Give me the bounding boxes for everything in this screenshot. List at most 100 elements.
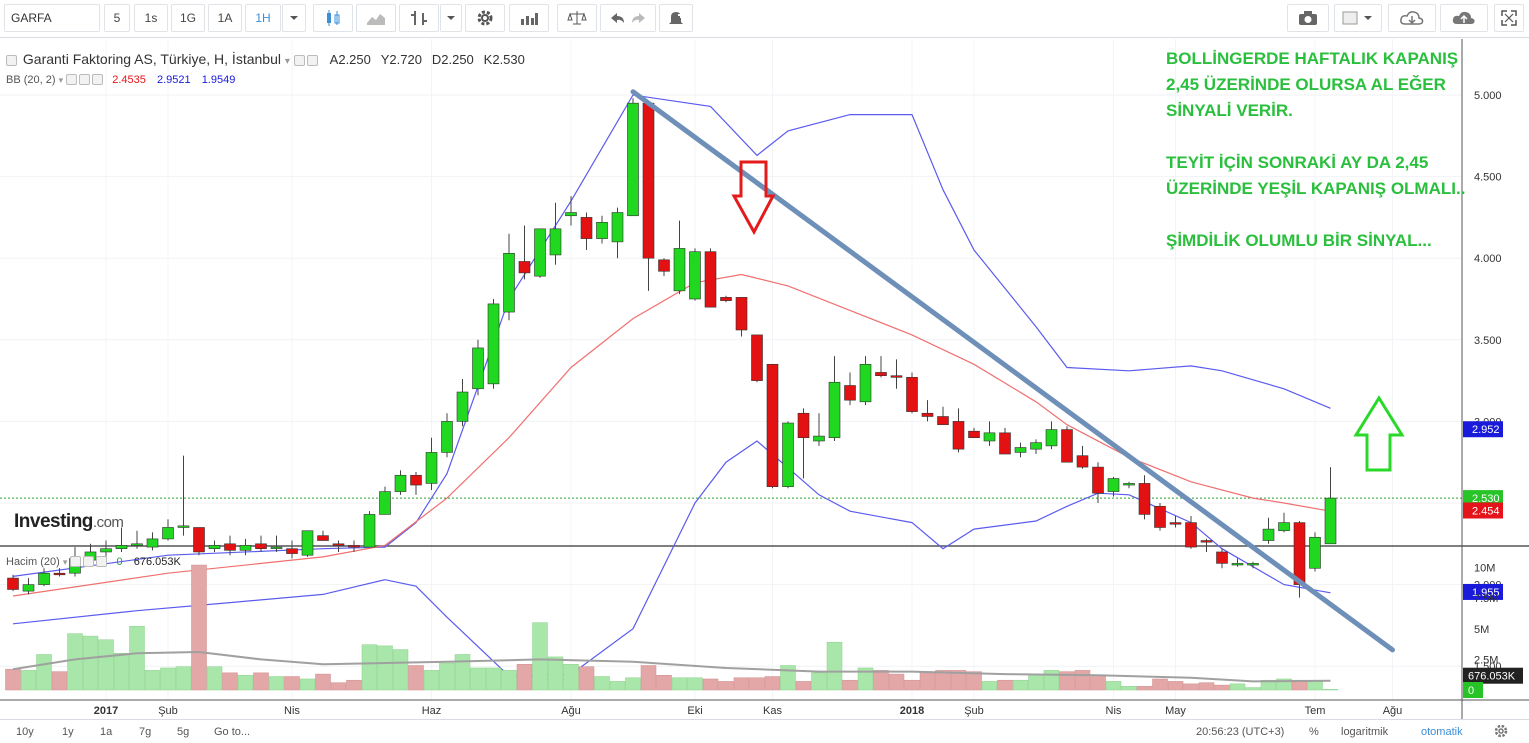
candle-body bbox=[487, 303, 500, 385]
price-badge-label: 2.952 bbox=[1472, 424, 1500, 436]
log-toggle[interactable]: logaritmik bbox=[1341, 726, 1389, 738]
undo-redo-icon bbox=[611, 13, 645, 23]
volume-bar bbox=[1245, 687, 1261, 691]
bb-close-icon[interactable] bbox=[92, 74, 104, 85]
volume-bar bbox=[795, 681, 812, 691]
bb-menu-chevron-icon[interactable]: ▾ bbox=[58, 75, 64, 85]
time-tick-label: 2017 bbox=[94, 705, 118, 717]
save-chart-button[interactable] bbox=[1440, 4, 1488, 32]
candle-body bbox=[100, 548, 112, 553]
volume-bar bbox=[237, 675, 254, 691]
volume-label: Hacim (20) bbox=[6, 556, 60, 568]
candles-icon bbox=[327, 10, 340, 26]
fullscreen-button[interactable] bbox=[1494, 4, 1524, 32]
volume-bar bbox=[361, 644, 378, 691]
volume-close-icon[interactable] bbox=[96, 556, 108, 567]
chart-type-dropdown[interactable] bbox=[1334, 4, 1382, 32]
price-badge bbox=[1463, 421, 1503, 438]
candle-body bbox=[937, 416, 949, 425]
range-1y-button[interactable]: 1y bbox=[62, 726, 74, 738]
time-tick-label: Nis bbox=[1106, 705, 1122, 717]
volume-bar bbox=[1012, 679, 1029, 691]
volume-bar bbox=[671, 677, 688, 691]
range-7g-button[interactable]: 7g bbox=[139, 726, 152, 738]
interval-1g-button[interactable]: 1G bbox=[171, 4, 205, 32]
volume-bar bbox=[1260, 679, 1277, 691]
volume-bar bbox=[36, 654, 52, 691]
square-dropdown-icon bbox=[1342, 11, 1372, 25]
candle-body bbox=[1293, 522, 1306, 585]
undo-redo-group[interactable] bbox=[600, 4, 656, 32]
volume-legend: Hacim (20) ▾ 0 676.053K bbox=[6, 556, 181, 568]
volume-bar bbox=[346, 679, 362, 691]
candle-body bbox=[565, 212, 577, 217]
bars-style-button[interactable] bbox=[399, 4, 439, 32]
line-style-button[interactable] bbox=[356, 4, 396, 32]
compare-button[interactable] bbox=[557, 4, 597, 32]
volume-bar bbox=[857, 667, 874, 691]
settings-button[interactable] bbox=[465, 4, 505, 32]
candle-body bbox=[270, 546, 283, 549]
load-chart-button[interactable] bbox=[1388, 4, 1436, 32]
bb-middle-band bbox=[12, 273, 1331, 597]
percent-toggle[interactable]: % bbox=[1309, 726, 1319, 738]
interval-1s-button[interactable]: 1s bbox=[134, 4, 168, 32]
snapshot-button[interactable] bbox=[1287, 4, 1329, 32]
range-10y-button[interactable]: 10y bbox=[16, 726, 34, 738]
volume-bar bbox=[160, 667, 176, 691]
volume-bar bbox=[609, 681, 626, 691]
volume-eye-icon[interactable] bbox=[70, 556, 82, 567]
candle-body bbox=[1200, 540, 1213, 543]
interval-1a-button[interactable]: 1A bbox=[208, 4, 242, 32]
indicators-button[interactable] bbox=[509, 4, 549, 32]
bb-eye-icon[interactable] bbox=[66, 74, 78, 85]
candle-body bbox=[441, 421, 453, 453]
bb-legend: BB (20, 2) ▾ 2.4535 2.9521 1.9549 bbox=[6, 74, 235, 86]
candle-body bbox=[115, 545, 128, 549]
symbol-input[interactable]: GARFA bbox=[4, 4, 100, 32]
eye-icon[interactable] bbox=[293, 55, 305, 66]
volume-bar bbox=[1183, 683, 1199, 691]
volume-menu-chevron-icon[interactable]: ▾ bbox=[62, 557, 68, 567]
candle-body bbox=[379, 491, 391, 515]
range-1a-button[interactable]: 1a bbox=[100, 726, 113, 738]
symbol-text: GARFA bbox=[11, 11, 52, 25]
volume-tick-label: 2.5M bbox=[1474, 654, 1498, 666]
goto-button[interactable]: Go to... bbox=[214, 726, 251, 738]
volume-bar bbox=[1136, 686, 1153, 691]
price-tick-label: 3.500 bbox=[1474, 335, 1502, 347]
volume-bar bbox=[563, 664, 579, 691]
legend-low: D2.250 bbox=[431, 52, 474, 67]
candle-body bbox=[782, 422, 794, 487]
time-tick-label: Eki bbox=[687, 705, 702, 717]
candle-body bbox=[611, 212, 624, 243]
candle-body bbox=[177, 525, 190, 528]
collapse-icon[interactable] bbox=[6, 55, 17, 66]
volume-bar bbox=[439, 662, 455, 691]
auto-toggle[interactable]: otomatik bbox=[1421, 726, 1463, 738]
legend-settings-icon[interactable] bbox=[306, 55, 318, 66]
interval-1h-button[interactable]: 1H bbox=[245, 4, 281, 32]
chevron-down-icon bbox=[290, 16, 298, 20]
volume-bar bbox=[299, 678, 316, 691]
interval-dropdown-button[interactable] bbox=[282, 4, 306, 32]
legend-menu-chevron-icon[interactable]: ▾ bbox=[284, 56, 290, 67]
volume-zero: 0 bbox=[116, 556, 123, 568]
candle-body bbox=[673, 248, 686, 292]
time-tick-label: Nis bbox=[284, 705, 300, 717]
chart-settings-button[interactable] bbox=[1494, 724, 1508, 740]
volume-settings-icon[interactable] bbox=[83, 556, 95, 567]
chart-canvas[interactable]: 5.0004.5004.0003.5003.0002.5002.0001.500… bbox=[0, 39, 1529, 719]
candle-body bbox=[1123, 483, 1135, 486]
interval-5-button[interactable]: 5 bbox=[104, 4, 130, 32]
alert-button[interactable] bbox=[659, 4, 693, 32]
bb-label: BB (20, 2) bbox=[6, 74, 56, 86]
bb-settings-icon[interactable] bbox=[79, 74, 91, 85]
range-5g-button[interactable]: 5g bbox=[177, 726, 190, 738]
annotation-text: BOLLİNGERDE HAFTALIK KAPANIŞ 2,45 ÜZERİN… bbox=[1166, 46, 1466, 254]
candles-style-button[interactable] bbox=[313, 4, 353, 32]
style-dropdown-button[interactable] bbox=[440, 4, 462, 32]
bell-plus-icon bbox=[669, 12, 684, 24]
candle-body bbox=[549, 228, 562, 256]
